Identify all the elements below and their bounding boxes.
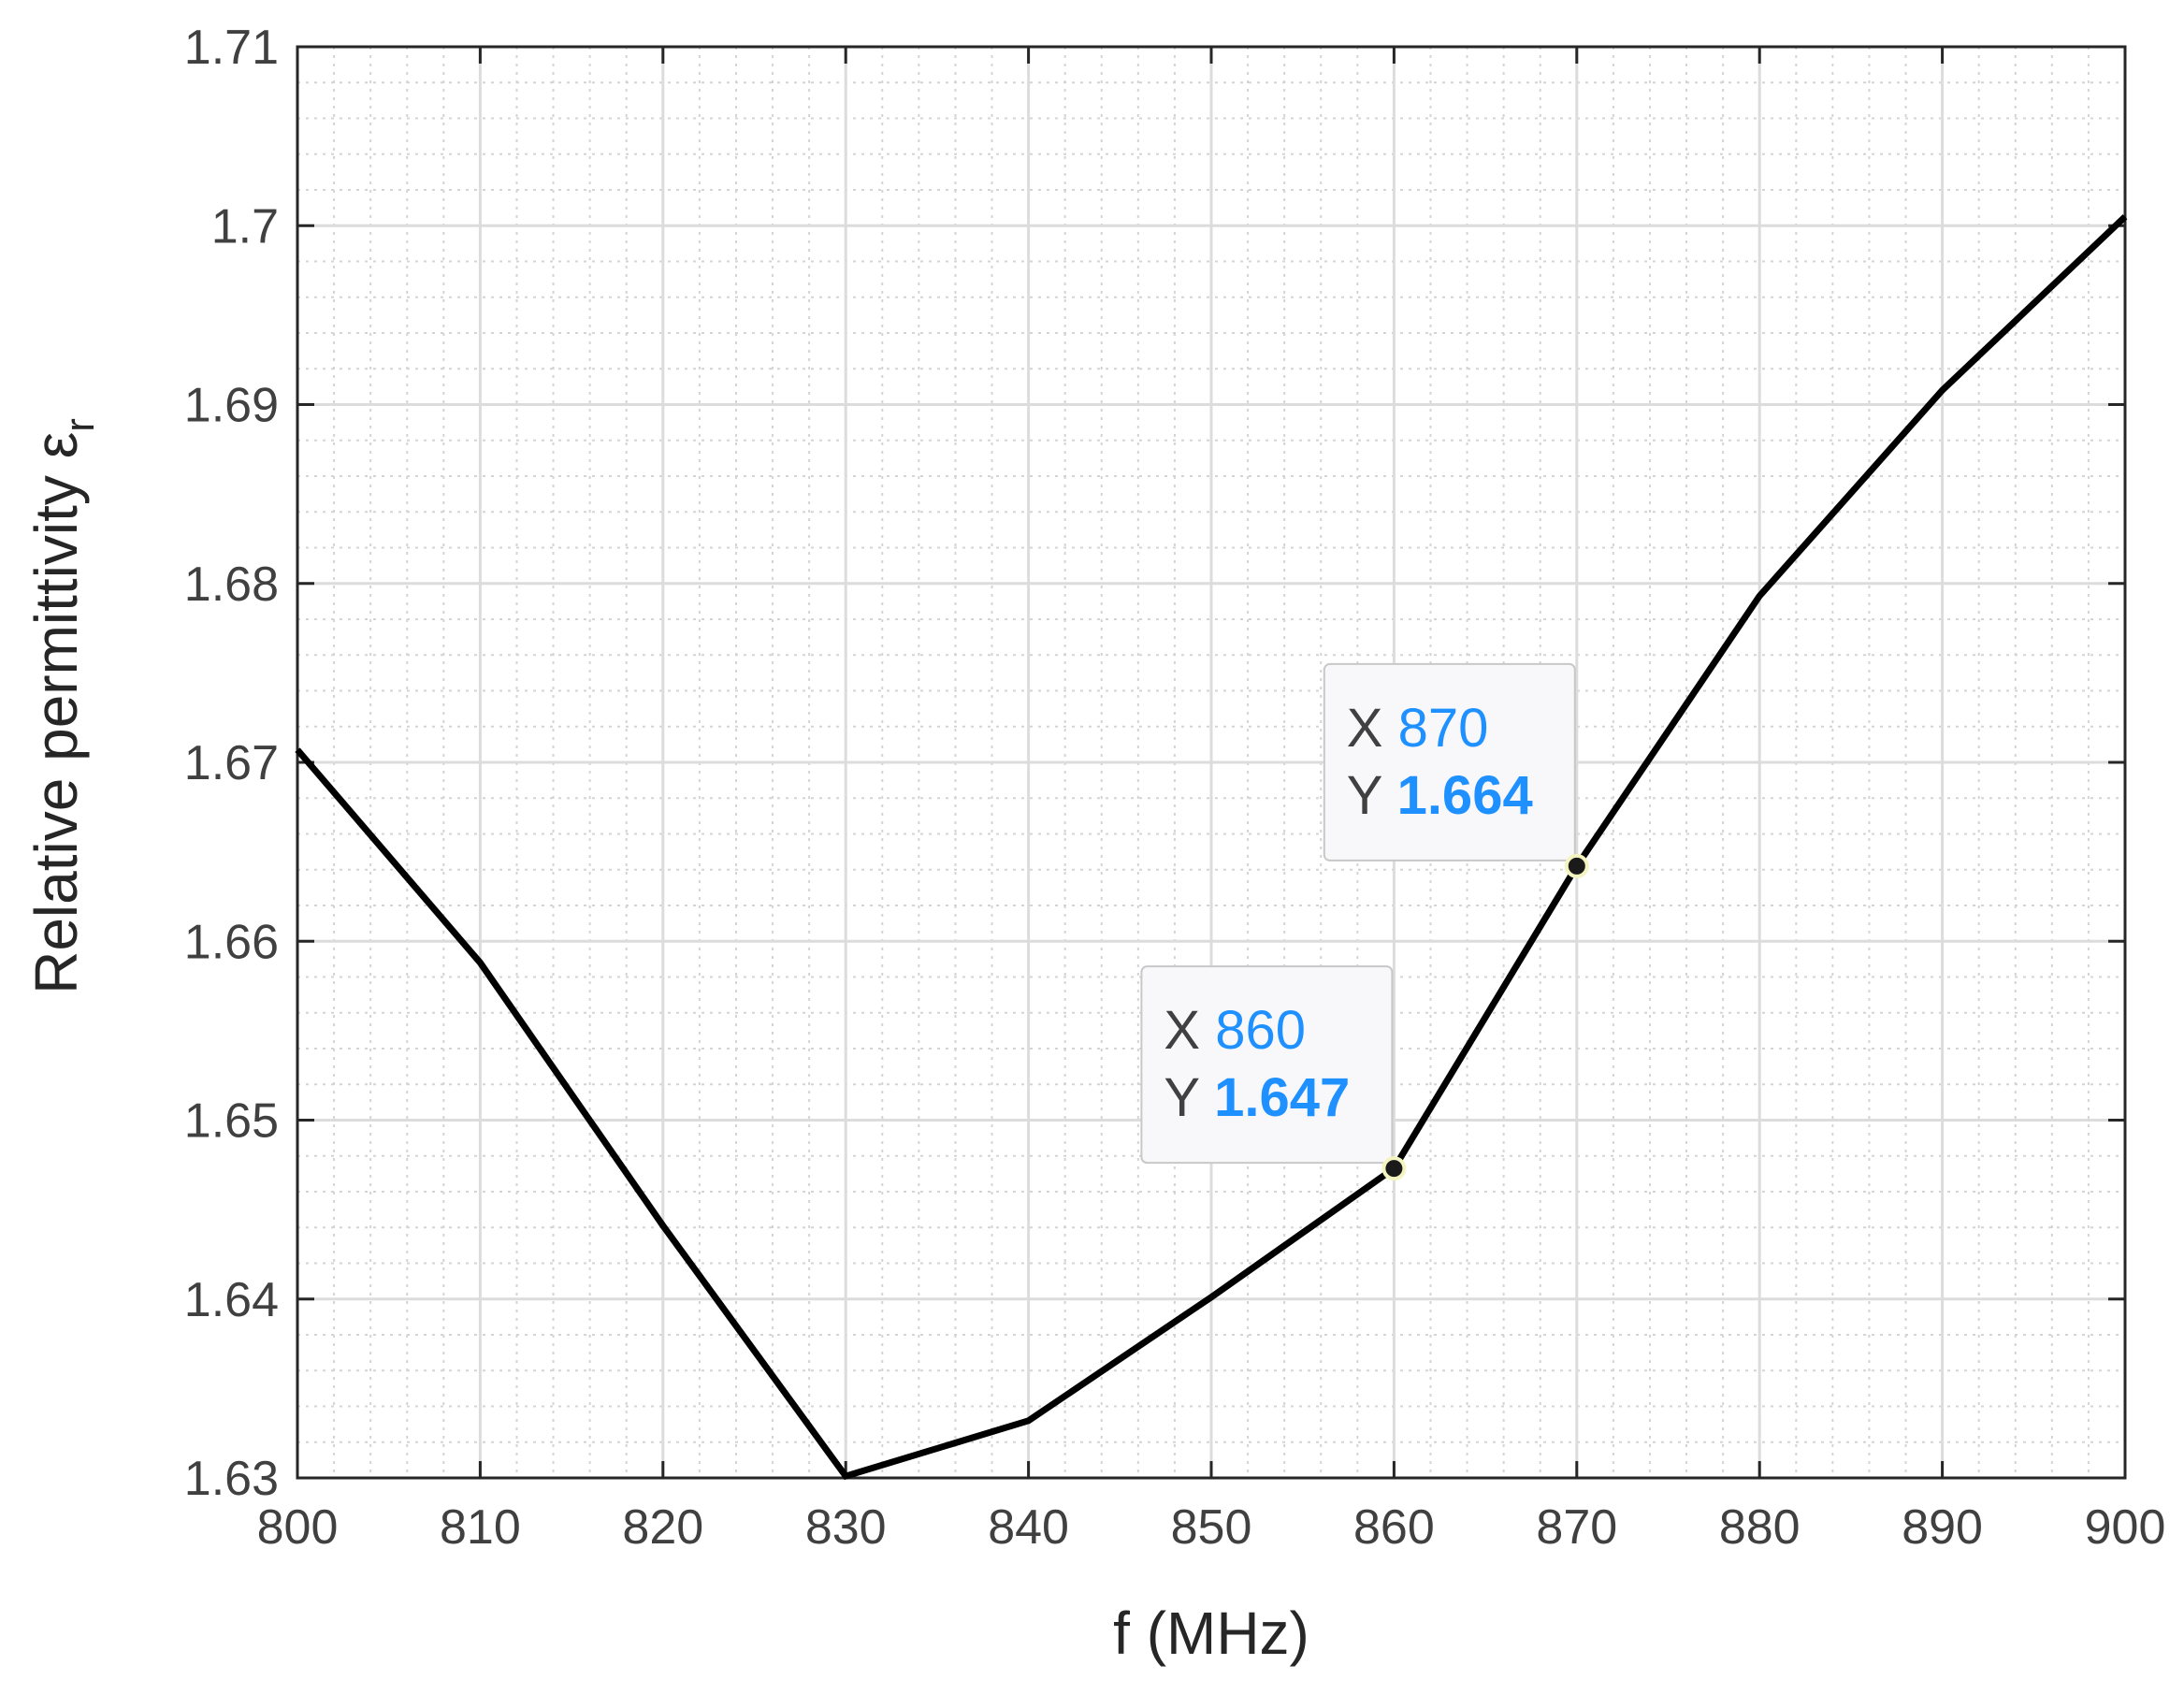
y-tick-label: 1.71 — [184, 21, 279, 75]
datatip-box — [1323, 662, 1576, 861]
x-tick-label: 870 — [1536, 1500, 1617, 1555]
y-axis-label-subscript: r — [57, 418, 103, 432]
x-tick-label: 830 — [805, 1500, 887, 1555]
x-tick-label: 860 — [1353, 1500, 1435, 1555]
major-grid — [296, 45, 2127, 1480]
y-tick-label: 1.7 — [211, 199, 279, 253]
y-tick-label: 1.66 — [184, 915, 279, 969]
x-tick-label: 820 — [622, 1500, 703, 1555]
x-tick-label: 810 — [440, 1500, 521, 1555]
datatip-box — [1140, 965, 1394, 1165]
datatip-x-row: X 870 — [1347, 698, 1489, 759]
series-line — [295, 214, 2128, 1481]
datatip-y-row: Y 1.647 — [1164, 1067, 1350, 1128]
y-tick-labels: 1.63 1.64 1.65 1.66 1.67 1.68 1.69 1.7 1.71 — [184, 21, 2125, 1506]
x-tick-label: 800 — [257, 1500, 339, 1555]
x-tick-label: 890 — [1902, 1500, 1983, 1555]
datatip-y-label: Y — [1347, 765, 1397, 826]
y-tick-label: 1.68 — [184, 557, 279, 612]
y-tick-label: 1.69 — [184, 379, 279, 433]
x-tick-label: 880 — [1719, 1500, 1801, 1555]
datatip-marker[interactable] — [1381, 1156, 1407, 1181]
datatip-x-row: X 860 — [1164, 1000, 1306, 1061]
datatip-x-label: X — [1347, 698, 1398, 759]
x-tick-label: 900 — [2085, 1500, 2166, 1555]
datatip-y-label: Y — [1164, 1067, 1214, 1128]
datatip-x-value: 870 — [1398, 698, 1489, 759]
datatip-y-value: 1.664 — [1397, 765, 1533, 826]
x-tick-label: 850 — [1171, 1500, 1252, 1555]
datatip-marker[interactable] — [1564, 853, 1589, 878]
y-tick-label: 1.63 — [184, 1452, 279, 1506]
x-tick-labels: 800 810 820 830 840 850 860 870 880 890 900 — [257, 47, 2166, 1555]
y-axis-label-text: Relative permittivity ε — [22, 432, 90, 994]
y-axis-label: Relative permittivity εr — [22, 418, 103, 994]
datatip-x-label: X — [1164, 1000, 1215, 1061]
datatip-y-row: Y 1.664 — [1347, 765, 1533, 826]
datatip-x-value: 860 — [1215, 1000, 1306, 1061]
x-tick-label: 840 — [988, 1500, 1069, 1555]
datatip-y-value: 1.647 — [1214, 1067, 1350, 1128]
y-tick-label: 1.67 — [184, 736, 279, 790]
svg-text:Relative permittivity εr: Relative permittivity εr — [22, 418, 103, 994]
y-tick-label: 1.65 — [184, 1094, 279, 1149]
y-tick-label: 1.64 — [184, 1273, 279, 1327]
x-axis-label: f (MHz) — [1113, 1600, 1309, 1667]
